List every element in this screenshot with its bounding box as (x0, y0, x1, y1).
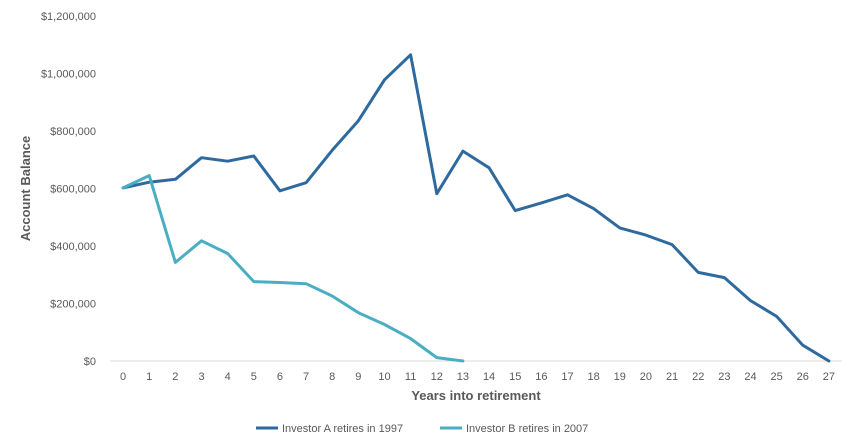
x-tick-label: 17 (561, 371, 573, 383)
x-tick-label: 8 (329, 371, 335, 383)
x-tick-label: 3 (198, 371, 204, 383)
legend: Investor A retires in 1997 Investor B ret… (256, 423, 588, 435)
x-tick-label: 10 (378, 371, 390, 383)
y-tick-label: $400,000 (50, 241, 96, 253)
x-tick-label: 21 (666, 371, 678, 383)
x-tick-label: 14 (483, 371, 495, 383)
x-tick-label: 25 (771, 371, 783, 383)
x-tick-label: 13 (457, 371, 469, 383)
y-tick-label: $800,000 (50, 126, 96, 138)
x-tick-label: 23 (718, 371, 730, 383)
x-tick-label: 0 (120, 371, 126, 383)
x-tick-label: 16 (535, 371, 547, 383)
x-tick-label: 5 (251, 371, 257, 383)
x-tick-label: 7 (303, 371, 309, 383)
y-tick-label: $600,000 (50, 184, 96, 196)
y-tick-label: $1,200,000 (41, 11, 96, 23)
x-axis-title: Years into retirement (411, 388, 541, 403)
y-tick-label: $200,000 (50, 299, 96, 311)
x-tick-label: 11 (405, 371, 416, 383)
x-tick-label: 24 (744, 371, 756, 383)
x-tick-label: 1 (146, 371, 152, 383)
series-line-investor-a (121, 53, 831, 363)
x-axis-ticks: 0 1 2 3 4 5 6 7 8 9 10 11 12 13 14 15 16 17 18 19 20 21 22 23 24… (120, 371, 835, 383)
x-tick-label: 20 (640, 371, 652, 383)
x-tick-label: 15 (509, 371, 521, 383)
legend-label: Investor B retires in 2007 (466, 423, 588, 435)
x-tick-label: 27 (823, 371, 835, 383)
x-tick-label: 22 (692, 371, 704, 383)
y-axis-ticks: $0 $200,000 $400,000 $600,000 $800,000 $1,000… (41, 11, 96, 368)
legend-label: Investor A retires in 1997 (282, 423, 403, 435)
x-tick-label: 9 (355, 371, 361, 383)
series-line-investor-b (121, 174, 465, 363)
x-tick-label: 19 (614, 371, 626, 383)
x-tick-label: 12 (431, 371, 443, 383)
x-tick-label: 18 (588, 371, 600, 383)
y-tick-label: $0 (84, 356, 96, 368)
series-lines (121, 53, 831, 363)
y-tick-label: $1,000,000 (41, 69, 96, 81)
y-axis-title: Account Balance (18, 136, 33, 241)
x-tick-label: 2 (172, 371, 178, 383)
x-tick-label: 6 (277, 371, 283, 383)
x-tick-label: 4 (225, 371, 231, 383)
x-tick-label: 26 (797, 371, 809, 383)
